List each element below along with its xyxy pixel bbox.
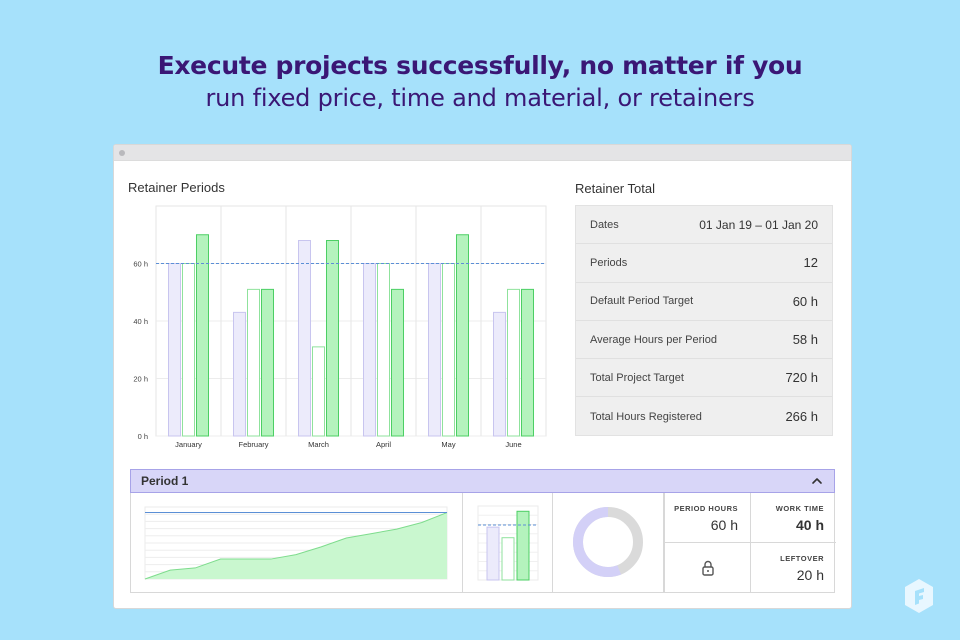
bar: [391, 288, 404, 437]
bar: [521, 288, 534, 437]
total-value: 12: [803, 255, 818, 271]
headline-line-1: Execute projects successfully, no matter…: [157, 51, 803, 80]
donut-chart-cell: [553, 493, 664, 592]
burnup-line: [144, 512, 448, 580]
bar: [326, 240, 339, 437]
period-accordion-header[interactable]: Period 1: [130, 469, 835, 493]
brand-logo-icon: [905, 579, 933, 613]
retainer-total-panel: Dates 01 Jan 19 – 01 Jan 20 Periods 12 D…: [575, 205, 833, 436]
y-tick-label: 60 h: [133, 260, 148, 269]
total-label: Total Hours Registered: [590, 410, 702, 423]
window-titlebar: [114, 145, 851, 161]
bar: [298, 240, 311, 437]
x-tick-label: February: [238, 440, 268, 449]
stat-label: PERIOD HOURS: [674, 504, 738, 513]
bar: [456, 234, 469, 437]
total-value: 60 h: [792, 293, 818, 309]
total-label: Dates: [590, 218, 619, 231]
bar: [377, 263, 390, 437]
y-tick-label: 40 h: [133, 317, 148, 326]
retainer-periods-chart: 0 h 20 h 40 h 60 h January February March April…: [133, 205, 547, 449]
total-label: Average Hours per Period: [590, 333, 717, 346]
stat-label: WORK TIME: [775, 504, 824, 513]
bar: [182, 263, 195, 437]
y-tick-label: 20 h: [133, 375, 148, 384]
period-hours-stat: PERIOD HOURS 60 h: [664, 493, 750, 543]
bar: [442, 263, 455, 437]
stat-value: 20 h: [796, 567, 824, 583]
leftover-stat: LEFTOVER 20 h: [750, 543, 836, 593]
stat-label: LEFTOVER: [780, 554, 824, 563]
total-row-default-target: Default Period Target 60 h: [576, 283, 832, 321]
bar: [363, 263, 376, 437]
total-row-periods: Periods 12: [576, 244, 832, 283]
bar: [233, 311, 246, 437]
donut-segment: [573, 507, 643, 577]
total-value: 266 h: [785, 409, 818, 425]
bar: [507, 288, 520, 437]
x-tick-label: June: [505, 440, 521, 449]
headline-line-2: run fixed price, time and material, or r…: [205, 84, 755, 112]
mini-bar-chart-cell: [463, 493, 553, 592]
retainer-total-title: Retainer Total: [575, 181, 655, 196]
bar: [428, 263, 441, 437]
stat-value: 40 h: [795, 517, 824, 533]
total-label: Default Period Target: [590, 295, 694, 308]
total-row-dates: Dates 01 Jan 19 – 01 Jan 20: [576, 206, 832, 245]
lock-stat[interactable]: [664, 543, 750, 593]
total-label: Total Project Target: [590, 371, 684, 384]
period-title: Period 1: [141, 474, 189, 488]
burnup-chart-cell: [131, 493, 463, 592]
burnup-area: [145, 512, 447, 579]
total-row-hours-registered: Total Hours Registered 266 h: [576, 397, 832, 435]
x-tick-label: May: [441, 440, 455, 449]
x-tick-label: March: [308, 440, 329, 449]
total-value: 58 h: [792, 332, 818, 348]
donut-chart: [573, 507, 643, 577]
bar: [312, 346, 325, 437]
mini-bar-chart: [477, 505, 539, 581]
bar: [168, 263, 181, 437]
bar: [261, 288, 274, 437]
x-tick-label: April: [376, 440, 391, 449]
bar: [493, 311, 506, 437]
bar: [196, 234, 209, 437]
stat-value: 60 h: [710, 517, 738, 533]
mini-bar: [516, 510, 530, 581]
period-stats: PERIOD HOURS 60 h WORK TIME 40 h LEFTOVE…: [664, 493, 836, 593]
headline: Execute projects successfully, no matter…: [0, 50, 960, 113]
mini-bar: [486, 526, 500, 581]
chevron-up-icon[interactable]: [810, 474, 824, 488]
retainer-periods-title: Retainer Periods: [128, 180, 225, 195]
burnup-chart: [144, 506, 448, 580]
x-tick-label: January: [175, 440, 202, 449]
mini-bar: [501, 537, 515, 581]
total-row-project-target: Total Project Target 720 h: [576, 359, 832, 398]
y-tick-label: 0 h: [138, 432, 148, 441]
work-time-stat: WORK TIME 40 h: [750, 493, 836, 543]
total-value: 720 h: [785, 370, 818, 386]
window-dot-icon[interactable]: [119, 150, 125, 156]
total-value: 01 Jan 19 – 01 Jan 20: [699, 217, 818, 232]
period-body: PERIOD HOURS 60 h WORK TIME 40 h LEFTOVE…: [130, 493, 836, 593]
bar: [247, 288, 260, 437]
total-label: Periods: [590, 256, 628, 269]
lock-icon[interactable]: [701, 560, 715, 576]
total-row-average-hours: Average Hours per Period 58 h: [576, 321, 832, 360]
app-window: Retainer Periods 0 h 20 h 40 h 60 h January F…: [113, 144, 852, 609]
